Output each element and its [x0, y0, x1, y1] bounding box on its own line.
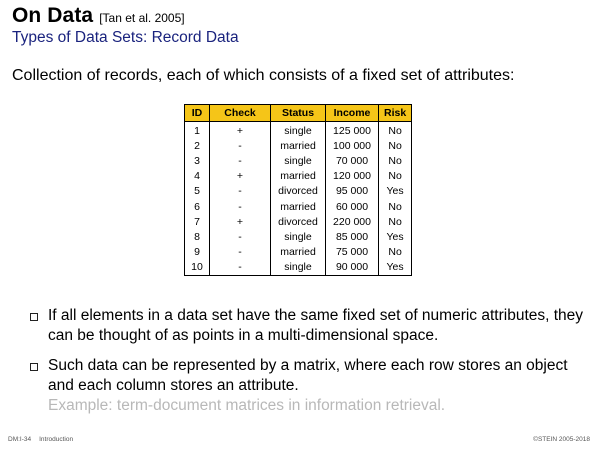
bullet-item: Such data can be represented by a matrix…: [30, 356, 590, 416]
cell-check: +: [209, 121, 271, 139]
slide-title: On Data: [12, 4, 94, 27]
cell-risk: No: [377, 198, 413, 215]
column-header-check: Check: [209, 104, 271, 122]
cell-income: 125 000: [325, 121, 379, 139]
cell-income: 75 000: [325, 244, 379, 260]
footer-left: DM:I-34 Introduction: [8, 436, 73, 443]
cell-id: 5: [184, 183, 210, 199]
slide-subtitle: Types of Data Sets: Record Data: [12, 29, 239, 46]
cell-status: married: [270, 168, 326, 184]
cell-status: divorced: [270, 214, 326, 230]
table-row: 7 + divorced 220 000 No: [184, 214, 413, 230]
cell-check: -: [209, 229, 271, 245]
table-row: 4 + married 120 000 No: [184, 168, 413, 184]
table-body: 1 + single 125 000 No 2- married 100 000 No 3- sin…: [184, 121, 413, 276]
cell-id: 6: [184, 198, 210, 215]
cell-check: -: [209, 183, 271, 199]
cell-risk: No: [377, 138, 413, 154]
cell-risk: No: [377, 244, 413, 260]
cell-income: 60 000: [325, 198, 379, 215]
cell-check: +: [209, 214, 271, 230]
cell-risk: No: [377, 168, 413, 184]
slide-number: DM:I-34: [8, 436, 32, 443]
record-table: ID Check Status Income Risk 1 + single 125 …: [184, 104, 413, 276]
cell-status: single: [270, 121, 326, 139]
cell-status: single: [270, 153, 326, 169]
cell-check: -: [209, 259, 271, 276]
cell-check: -: [209, 244, 271, 260]
citation: [Tan et al. 2005]: [99, 11, 185, 25]
cell-risk: Yes: [377, 229, 413, 245]
cell-income: 220 000: [325, 214, 379, 230]
cell-income: 85 000: [325, 229, 379, 245]
section-name: Introduction: [39, 436, 74, 443]
cell-status: single: [270, 259, 326, 276]
cell-status: married: [270, 244, 326, 260]
lead-text: Collection of records, each of which con…: [12, 67, 515, 84]
cell-risk: Yes: [377, 259, 413, 276]
cell-id: 4: [184, 168, 210, 184]
table-row: 6- married 60 000 No: [184, 198, 413, 215]
cell-risk: No: [377, 153, 413, 169]
column-header-income: Income: [325, 104, 379, 122]
cell-check: -: [209, 153, 271, 169]
cell-check: -: [209, 198, 271, 215]
table-row: 9- married 75 000 No: [184, 244, 413, 260]
bullet-text: If all elements in a data set have the s…: [48, 307, 584, 344]
slide-header: On Data [Tan et al. 2005] Types of Data S…: [12, 4, 239, 47]
cell-id: 7: [184, 214, 210, 230]
cell-income: 70 000: [325, 153, 379, 169]
copyright: ©STEIN 2005-2018: [533, 436, 590, 443]
bullet-list: If all elements in a data set have the s…: [30, 306, 590, 426]
cell-id: 2: [184, 138, 210, 154]
cell-id: 1: [184, 121, 210, 139]
table-row: 8- single 85 000 Yes: [184, 229, 413, 245]
cell-id: 3: [184, 153, 210, 169]
cell-status: divorced: [270, 183, 326, 199]
table-row: 10- single 90 000 Yes: [184, 259, 413, 276]
cell-status: married: [270, 198, 326, 215]
example-text: Example: term-document matrices in infor…: [48, 397, 446, 414]
table-header-row: ID Check Status Income Risk: [184, 104, 413, 122]
cell-id: 10: [184, 259, 210, 276]
cell-income: 90 000: [325, 259, 379, 276]
cell-status: married: [270, 138, 326, 154]
column-header-risk: Risk: [377, 104, 413, 122]
title-line: On Data [Tan et al. 2005]: [12, 4, 239, 28]
bullet-item: If all elements in a data set have the s…: [30, 306, 590, 346]
bullet-text: Such data can be represented by a matrix…: [48, 357, 568, 394]
table-row: 1 + single 125 000 No: [184, 121, 413, 139]
cell-risk: Yes: [377, 183, 413, 199]
table-row: 5- divorced 95 000 Yes: [184, 183, 413, 199]
cell-risk: No: [377, 121, 413, 139]
cell-risk: No: [377, 214, 413, 230]
column-header-id: ID: [184, 104, 210, 122]
cell-income: 95 000: [325, 183, 379, 199]
bullet-square-icon: [30, 313, 38, 321]
table-row: 3- single 70 000 No: [184, 153, 413, 169]
cell-status: single: [270, 229, 326, 245]
table-row: 2- married 100 000 No: [184, 138, 413, 154]
cell-id: 8: [184, 229, 210, 245]
cell-id: 9: [184, 244, 210, 260]
cell-income: 100 000: [325, 138, 379, 154]
cell-check: -: [209, 138, 271, 154]
cell-income: 120 000: [325, 168, 379, 184]
bullet-square-icon: [30, 363, 38, 371]
cell-check: +: [209, 168, 271, 184]
column-header-status: Status: [270, 104, 326, 122]
